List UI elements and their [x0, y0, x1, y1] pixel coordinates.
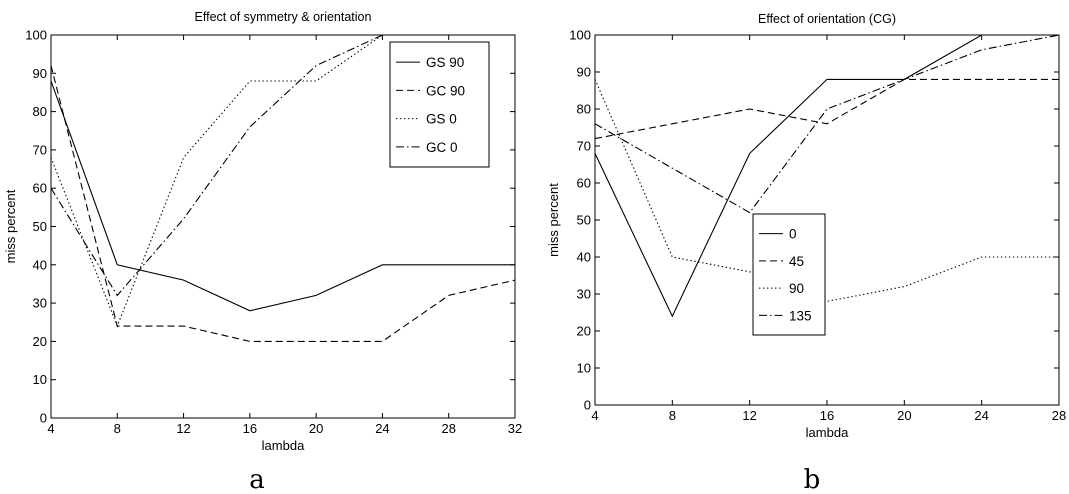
y-tick-label: 100	[25, 28, 47, 43]
legend-entry: GC 90	[426, 83, 465, 98]
legend: GS 90 GC 90 GS 0 GC 0	[389, 41, 490, 168]
chart-panel-a: 0 10 20 30 40 50 60 70 80 90 100 4 8 12 16 20 24 28 32 Effe…	[3, 10, 522, 494]
y-tick-label: 50	[33, 219, 47, 234]
legend-entry: 135	[789, 308, 812, 323]
chart-panel-b: 0 10 20 30 40 50 60 70 80 90 100 4 8 12 16 20 24 28 Effect…	[546, 12, 1066, 494]
y-tick-label: 40	[33, 257, 47, 272]
y-tick-label: 70	[33, 142, 47, 157]
x-tick-label: 20	[897, 408, 911, 423]
y-tick-label: 0	[584, 398, 591, 413]
y-tick-label: 70	[577, 139, 591, 154]
legend-box	[389, 41, 490, 168]
x-tick-label: 12	[742, 408, 756, 423]
y-tick-label: 50	[577, 213, 591, 228]
y-tick-label: 20	[577, 324, 591, 339]
x-tick-label: 32	[508, 421, 522, 436]
chart-title: Effect of orientation (CG)	[758, 12, 896, 26]
x-tick-label: 4	[47, 421, 54, 436]
x-tick-label: 16	[243, 421, 257, 436]
legend-entry: GS 0	[426, 112, 457, 127]
y-tick-label: 90	[577, 65, 591, 80]
legend-entry: GS 90	[426, 55, 464, 70]
x-tick-label: 8	[114, 421, 121, 436]
x-axis-label: lambda	[806, 425, 849, 440]
y-tick-label: 80	[33, 104, 47, 119]
x-tick-label: 28	[1052, 408, 1066, 423]
legend-entry: 0	[789, 227, 797, 242]
x-tick-label: 16	[820, 408, 834, 423]
y-tick-label: 20	[33, 334, 47, 349]
series-line-0	[594, 34, 1059, 318]
y-tick-label: 40	[577, 250, 591, 265]
x-tick-label: 28	[441, 421, 455, 436]
y-axis-label: miss percent	[3, 189, 18, 263]
series-line-45	[594, 78, 1059, 140]
x-tick-label: 4	[591, 408, 598, 423]
x-axis-label: lambda	[262, 438, 305, 453]
y-tick-label: 30	[577, 287, 591, 302]
legend-entry: 90	[789, 281, 804, 296]
y-axis-label: miss percent	[546, 183, 561, 257]
series-line-135	[594, 34, 1060, 214]
panel-caption: a	[249, 465, 265, 494]
y-tick-label: 90	[33, 66, 47, 81]
legend: 0 45 90 135	[752, 213, 826, 336]
y-tick-label: 30	[33, 296, 47, 311]
y-tick-label: 60	[33, 181, 47, 196]
x-tick-label: 12	[176, 421, 190, 436]
series-line-gc-90	[50, 65, 516, 342]
x-tick-label: 8	[669, 408, 676, 423]
y-tick-label: 10	[33, 372, 47, 387]
y-tick-label: 80	[577, 102, 591, 117]
series-line-90	[594, 79, 1059, 302]
y-tick-label: 60	[577, 176, 591, 191]
panel-caption: b	[804, 465, 821, 494]
series-line-gs-0	[50, 34, 515, 328]
y-tick-label: 100	[569, 28, 591, 43]
y-tick-label: 0	[40, 411, 47, 426]
series-line-gc-0	[50, 34, 515, 297]
x-tick-label: 20	[309, 421, 323, 436]
plot-frame	[594, 34, 1060, 406]
legend-entry: GC 0	[426, 140, 458, 155]
x-tick-label: 24	[974, 408, 988, 423]
series-line-gs-90	[50, 80, 515, 312]
x-tick-label: 24	[375, 421, 389, 436]
chart-title: Effect of symmetry & orientation	[195, 10, 372, 24]
y-tick-label: 10	[577, 361, 591, 376]
legend-entry: 45	[789, 254, 804, 269]
